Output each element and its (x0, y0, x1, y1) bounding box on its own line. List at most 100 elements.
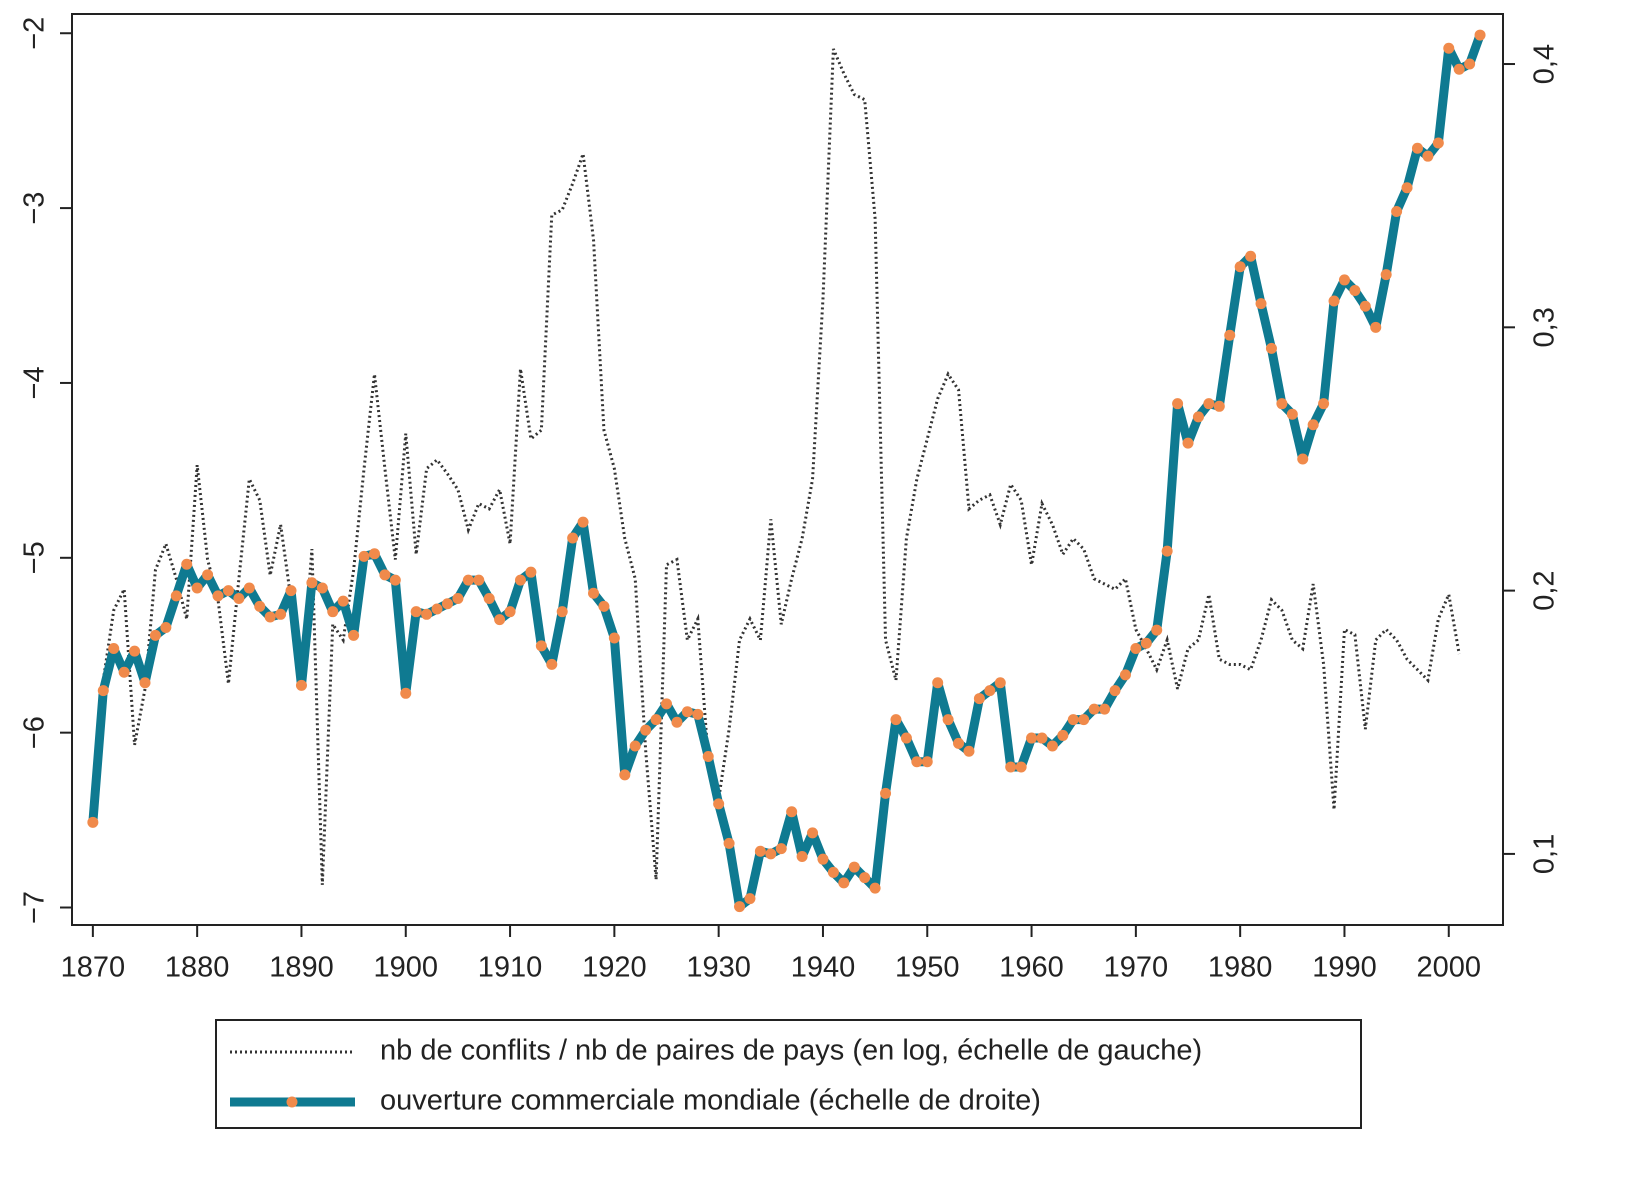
point-marker (275, 608, 287, 620)
point-marker (514, 574, 526, 586)
point-marker (817, 853, 829, 865)
point-marker (118, 666, 130, 678)
y-tick-label: −3 (19, 192, 51, 225)
x-tick-label: 1890 (269, 952, 334, 984)
point-marker (661, 698, 673, 710)
point-marker (421, 608, 433, 620)
point-marker (1234, 261, 1246, 273)
point-marker (1109, 685, 1121, 697)
point-marker (942, 714, 954, 726)
point-marker (1057, 729, 1069, 741)
y2-tick-label: 0,2 (1529, 570, 1561, 610)
point-marker (744, 893, 756, 905)
legend-label: nb de conflits / nb de paires de pays (e… (380, 1035, 1202, 1067)
point-marker (306, 577, 318, 589)
point-marker (588, 587, 600, 599)
point-marker (900, 732, 912, 744)
point-marker (796, 851, 808, 863)
point-marker (984, 685, 996, 697)
series-line (88, 33, 1485, 912)
point-marker (97, 685, 109, 697)
point-marker (191, 582, 203, 594)
point-marker (1182, 437, 1194, 449)
point-marker (869, 882, 881, 894)
point-marker (1265, 342, 1277, 354)
point-marker (1411, 142, 1423, 154)
point-marker (483, 593, 495, 605)
x-tick-label: 1910 (478, 952, 543, 984)
x-tick-label: 1980 (1208, 952, 1273, 984)
point-marker (1453, 63, 1465, 75)
y-tick-label: −2 (19, 17, 51, 50)
x-tick-label: 1940 (791, 952, 856, 984)
point-marker (1359, 300, 1371, 312)
point-marker (598, 600, 610, 612)
point-marker (702, 750, 714, 762)
point-marker (1224, 329, 1236, 341)
point-marker (713, 798, 725, 810)
point-marker (254, 600, 266, 612)
point-marker (754, 845, 766, 857)
point-marker (389, 574, 401, 586)
y2-tick-label: 0,1 (1529, 834, 1561, 874)
point-marker (1474, 29, 1486, 41)
point-marker (1349, 284, 1361, 296)
point-marker (734, 901, 746, 913)
point-marker (1422, 150, 1434, 162)
point-marker (807, 827, 819, 839)
point-marker (640, 724, 652, 736)
point-marker (462, 574, 474, 586)
point-marker (671, 716, 683, 728)
plot-frame (71, 13, 1504, 926)
point-marker (650, 714, 662, 726)
x-tick-label: 1990 (1312, 952, 1377, 984)
point-marker (149, 629, 161, 641)
point-marker (1318, 398, 1330, 410)
point-marker (890, 714, 902, 726)
point-marker (880, 787, 892, 799)
point-marker (139, 677, 151, 689)
point-marker (1078, 714, 1090, 726)
point-marker (1297, 453, 1309, 465)
point-marker (932, 677, 944, 689)
point-marker (994, 677, 1006, 689)
x-tick-label: 1870 (61, 952, 126, 984)
point-marker (1015, 761, 1027, 773)
point-marker (202, 569, 214, 581)
point-marker (400, 687, 412, 699)
point-marker (1328, 295, 1340, 307)
point-marker (181, 558, 193, 570)
point-marker (441, 598, 453, 610)
y2-tick-label: 0,3 (1529, 307, 1561, 347)
point-marker (1255, 298, 1267, 310)
point-marker (108, 643, 120, 655)
point-marker (1119, 669, 1131, 681)
point-marker (1140, 637, 1152, 649)
legend-label: ouverture commerciale mondiale (échelle … (380, 1085, 1041, 1117)
point-marker (212, 590, 224, 602)
point-marker (379, 569, 391, 581)
point-marker (953, 737, 965, 749)
point-marker (619, 769, 631, 781)
point-marker (1036, 732, 1048, 744)
point-marker (911, 756, 923, 768)
point-marker (129, 645, 141, 657)
point-marker (1130, 643, 1142, 655)
point-marker (786, 806, 798, 818)
point-marker (1245, 250, 1257, 262)
point-marker (1151, 624, 1163, 636)
point-marker (473, 574, 485, 586)
point-marker (1192, 411, 1204, 423)
point-marker (838, 877, 850, 889)
point-marker (160, 621, 172, 633)
point-marker (410, 606, 422, 618)
point-marker (348, 629, 360, 641)
point-marker (963, 745, 975, 757)
point-marker (567, 532, 579, 544)
x-tick-label: 1960 (999, 952, 1064, 984)
point-marker (431, 603, 443, 615)
point-marker (1338, 274, 1350, 286)
point-marker (1391, 205, 1403, 217)
point-marker (775, 843, 787, 855)
point-marker (1067, 714, 1079, 726)
